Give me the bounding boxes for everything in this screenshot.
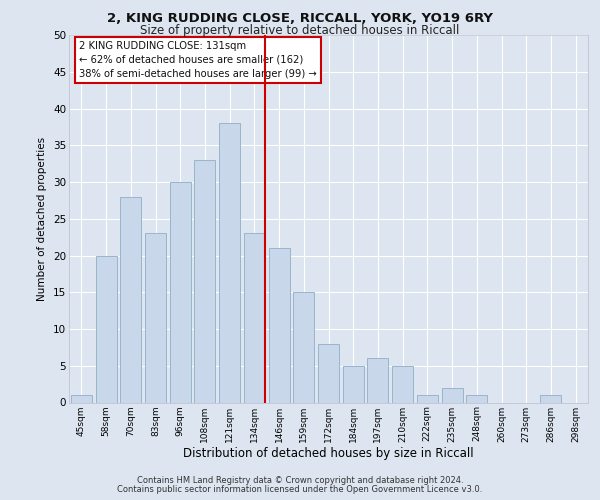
Text: 2, KING RUDDING CLOSE, RICCALL, YORK, YO19 6RY: 2, KING RUDDING CLOSE, RICCALL, YORK, YO… (107, 12, 493, 26)
Bar (269, 248, 290, 402)
Text: Contains HM Land Registry data © Crown copyright and database right 2024.: Contains HM Land Registry data © Crown c… (137, 476, 463, 485)
Y-axis label: Number of detached properties: Number of detached properties (37, 136, 47, 301)
X-axis label: Distribution of detached houses by size in Riccall: Distribution of detached houses by size … (183, 447, 474, 460)
Bar (293, 292, 314, 403)
Bar (170, 182, 191, 402)
Bar (318, 344, 339, 402)
Bar (541, 395, 562, 402)
Bar (145, 234, 166, 402)
Text: 2 KING RUDDING CLOSE: 131sqm
← 62% of detached houses are smaller (162)
38% of s: 2 KING RUDDING CLOSE: 131sqm ← 62% of de… (79, 40, 317, 78)
Bar (244, 234, 265, 402)
Bar (343, 366, 364, 403)
Bar (71, 395, 92, 402)
Bar (219, 123, 240, 402)
Bar (367, 358, 388, 403)
Bar (466, 395, 487, 402)
Bar (417, 395, 438, 402)
Bar (194, 160, 215, 402)
Bar (120, 196, 141, 402)
Text: Size of property relative to detached houses in Riccall: Size of property relative to detached ho… (140, 24, 460, 37)
Bar (392, 366, 413, 403)
Bar (95, 256, 116, 402)
Bar (442, 388, 463, 402)
Text: Contains public sector information licensed under the Open Government Licence v3: Contains public sector information licen… (118, 484, 482, 494)
